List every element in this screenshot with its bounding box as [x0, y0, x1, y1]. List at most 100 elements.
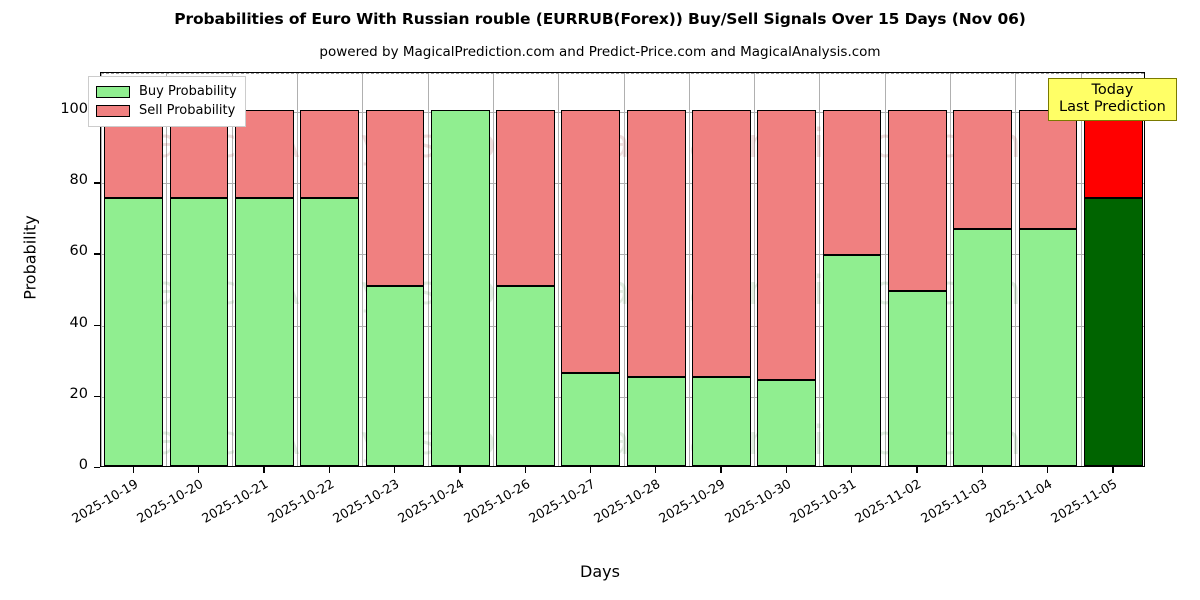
bar-segment-buy[interactable] [822, 255, 882, 466]
x-axis-tick-mark [720, 467, 722, 473]
chart-subtitle: powered by MagicalPrediction.com and Pre… [319, 44, 881, 60]
gridline-vertical [819, 73, 821, 466]
bar-group[interactable] [757, 73, 817, 466]
bar-segment-sell[interactable] [496, 110, 555, 287]
legend-item[interactable]: Buy Probability [96, 82, 237, 101]
bar-segment-buy[interactable] [692, 377, 751, 466]
gridline-vertical [754, 73, 756, 466]
x-axis-tick-mark [851, 467, 853, 473]
legend-label: Buy Probability [139, 84, 237, 99]
gridline-vertical [623, 73, 625, 466]
x-axis-tick-mark [655, 467, 657, 473]
plot-area: MagicalAnalysis.comMagicalPrediction.com… [100, 72, 1145, 467]
bar-segment-sell[interactable] [561, 110, 621, 374]
bar-group[interactable] [300, 73, 359, 466]
x-axis-tick-mark [981, 467, 984, 473]
bar-segment-buy[interactable] [169, 198, 229, 466]
bar-group[interactable] [888, 73, 947, 466]
gridline-vertical [1015, 73, 1017, 466]
y-axis-tick-label: 20 [69, 385, 88, 402]
gridline-horizontal [101, 183, 1144, 185]
bar-segment-buy[interactable] [626, 377, 686, 466]
bar-segment-sell[interactable] [365, 110, 425, 287]
bar-segment-sell[interactable] [888, 110, 947, 291]
x-axis-tick-mark [197, 467, 200, 473]
gridline-vertical [950, 73, 952, 466]
x-axis-label: Days [580, 562, 620, 581]
bar-segment-buy[interactable] [953, 229, 1013, 466]
x-axis-tick-mark [1047, 467, 1049, 473]
bar-segment-buy[interactable] [1018, 229, 1078, 466]
gridline-vertical [427, 73, 429, 466]
gridline-vertical [1080, 73, 1082, 466]
legend-swatch-icon [96, 85, 130, 98]
legend: Buy Probability Sell Probability [88, 76, 246, 127]
bar-group[interactable] [104, 73, 164, 466]
bar-segment-buy[interactable] [757, 379, 817, 466]
bar-group[interactable] [430, 73, 490, 466]
bar-group[interactable] [169, 73, 229, 466]
bar-segment-sell[interactable] [1083, 110, 1143, 199]
y-axis-tick-label: 80 [69, 172, 88, 189]
y-axis-tick-mark [94, 324, 100, 326]
gridline-horizontal [101, 396, 1144, 398]
bar-segment-buy[interactable] [561, 373, 621, 466]
x-axis-tick-mark [916, 467, 918, 473]
bar-segment-sell[interactable] [757, 110, 817, 380]
bar-group[interactable] [953, 73, 1013, 466]
bar-group[interactable] [365, 73, 425, 466]
plot-inner: MagicalAnalysis.comMagicalPrediction.com… [101, 73, 1144, 466]
x-axis-tick-mark [785, 467, 788, 473]
y-axis-tick-label: 0 [78, 457, 88, 473]
x-axis-tick-mark [263, 467, 265, 473]
bar-segment-buy[interactable] [234, 198, 294, 466]
y-axis-tick-label: 100 [60, 101, 88, 118]
y-axis-tick-label: 60 [69, 243, 88, 260]
page-title: Probabilities of Euro With Russian roubl… [174, 10, 1026, 28]
bar-group-today[interactable] [1083, 73, 1143, 466]
bar-group[interactable] [626, 73, 686, 466]
x-axis-tick-mark [1112, 467, 1114, 473]
gridline-vertical [362, 73, 364, 466]
x-axis-tick-mark [132, 467, 134, 473]
legend-item[interactable]: Sell Probability [96, 101, 237, 120]
today-annotation-line: Today [1091, 82, 1134, 98]
reference-dashed-line [101, 73, 1144, 74]
bar-segment-sell[interactable] [822, 110, 882, 256]
gridline-vertical [688, 73, 690, 466]
gridline-vertical [296, 73, 298, 466]
bar-segment-buy[interactable] [365, 286, 425, 466]
gridline-horizontal [101, 325, 1144, 327]
bar-segment-buy[interactable] [300, 198, 359, 466]
bar-segment-buy[interactable] [888, 290, 947, 466]
x-axis-tick-mark [524, 467, 526, 473]
y-axis-label: Probability [20, 215, 40, 300]
bar-segment-buy[interactable] [1083, 198, 1143, 466]
legend-swatch-icon [96, 104, 130, 117]
bar-segment-buy[interactable] [104, 198, 164, 466]
bar-group[interactable] [234, 73, 294, 466]
x-axis-tick-mark [459, 467, 461, 473]
gridline-vertical [558, 73, 560, 466]
bar-segment-buy[interactable] [430, 110, 490, 466]
bar-group[interactable] [1018, 73, 1078, 466]
bar-segment-buy[interactable] [496, 286, 555, 466]
gridline-horizontal [101, 112, 1144, 114]
y-axis-tick-mark [94, 182, 100, 184]
x-axis-tick-mark [328, 467, 330, 473]
bar-segment-sell[interactable] [1018, 110, 1078, 230]
gridline-vertical [166, 73, 168, 466]
bar-group[interactable] [692, 73, 751, 466]
x-axis-tick-mark [589, 467, 592, 473]
bar-segment-sell[interactable] [953, 110, 1013, 230]
bar-segment-sell[interactable] [626, 110, 686, 378]
bar-group[interactable] [561, 73, 621, 466]
bar-group[interactable] [496, 73, 555, 466]
bar-segment-sell[interactable] [300, 110, 359, 199]
gridline-vertical [492, 73, 494, 466]
bar-group[interactable] [822, 73, 882, 466]
bar-segment-sell[interactable] [692, 110, 751, 378]
legend-label: Sell Probability [139, 103, 236, 118]
gridline-vertical [884, 73, 886, 466]
